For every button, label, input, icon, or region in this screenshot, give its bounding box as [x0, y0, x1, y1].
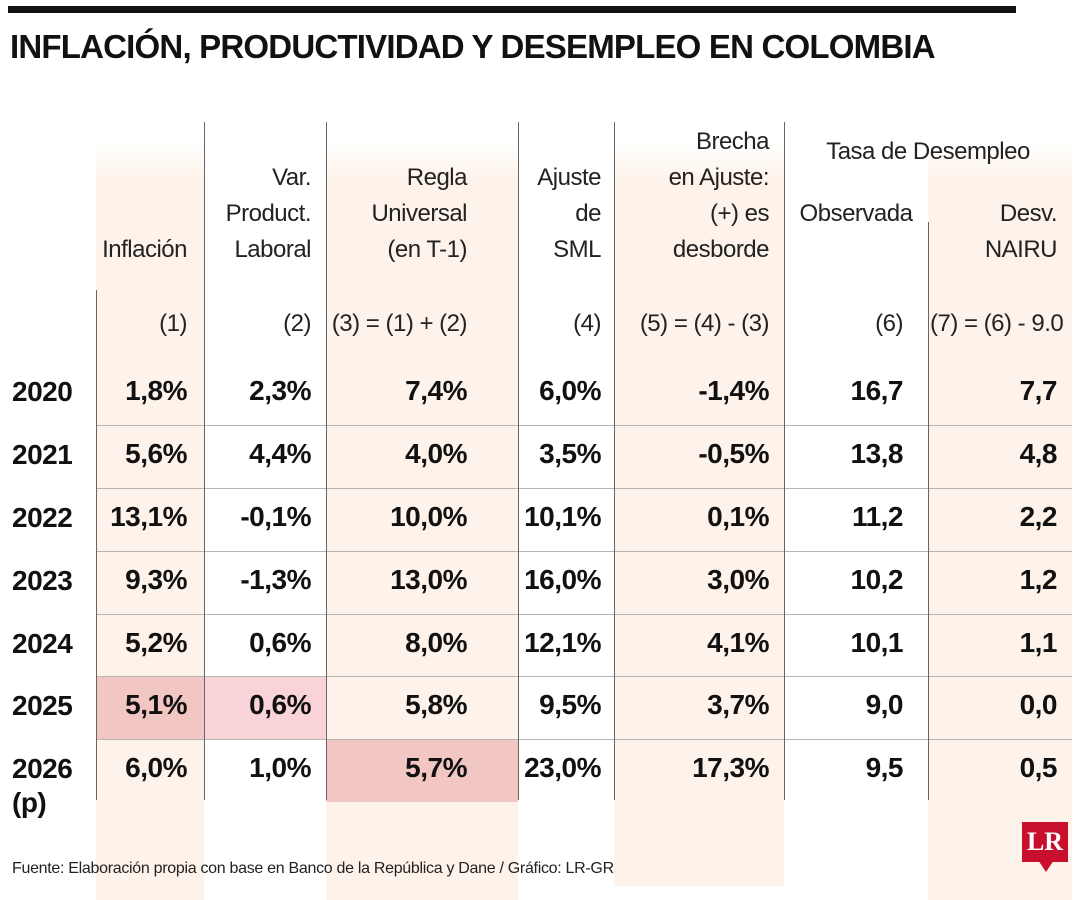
row-divider [96, 676, 1072, 677]
row-divider [96, 551, 1072, 552]
table-cell: -1,3% [240, 564, 311, 595]
row-divider [96, 614, 1072, 615]
row-year-label: 2026 (p) [12, 753, 73, 818]
row-divider [96, 739, 1072, 740]
column-divider [784, 122, 785, 800]
table-cell: 17,3% [692, 752, 769, 783]
table-cell: 4,0% [405, 438, 467, 469]
table-cell: 10,0% [390, 501, 467, 532]
table-cell: 4,4% [249, 438, 311, 469]
row-year-label: 2021 [12, 439, 73, 470]
row-year-label: 2022 [12, 502, 73, 533]
table-cell: 4,1% [707, 627, 769, 658]
column-divider [518, 122, 519, 800]
table-cell: 11,2 [852, 501, 903, 532]
table-cell: 10,2 [850, 564, 904, 595]
column-header-4: Ajuste de SML [537, 164, 601, 263]
table-cell: 0,6% [249, 689, 311, 720]
column-divider [326, 122, 327, 800]
column-header-7: Desv. NAIRU [984, 200, 1058, 263]
table-cell: 0,1% [707, 501, 769, 532]
column-divider [614, 122, 615, 800]
table-cell: 0,5 [1019, 752, 1058, 783]
table-cell: 1,2 [1019, 564, 1058, 595]
column-formula-6: (6) [875, 310, 903, 337]
table-cell: 16,7 [850, 375, 904, 406]
table-cell: 2,2 [1019, 501, 1058, 532]
table-cell: -0,5% [698, 438, 769, 469]
table-cell: 10,1 [850, 627, 904, 658]
table-cell: 13,1% [110, 501, 187, 532]
table-cell: 6,0% [539, 375, 601, 406]
row-year-label: 2025 [12, 690, 73, 721]
table-cell: 3,7% [707, 689, 769, 720]
column-divider [204, 122, 205, 800]
table-cell: 5,1% [125, 689, 187, 720]
highlight-cell [204, 677, 326, 739]
top-rule [8, 6, 1016, 13]
lr-logo: LR [1022, 822, 1068, 862]
row-year-label: 2020 [12, 376, 73, 407]
table-cell: 9,0 [865, 689, 904, 720]
table-cell: 3,5% [539, 438, 601, 469]
column-formula-4: (4) [573, 310, 601, 337]
column-header-1: Inflación [102, 236, 187, 263]
column-header-5: Brecha en Ajuste: (+) es desborde [668, 128, 770, 263]
column-formula-3: (3) = (1) + (2) [331, 310, 468, 337]
table-cell: 5,8% [405, 689, 467, 720]
table-cell: -0,1% [240, 501, 311, 532]
table-cell: 13,0% [390, 564, 467, 595]
column-formula-2: (2) [283, 310, 311, 337]
table-cell: 0,0 [1019, 689, 1058, 720]
table-cell: 8,0% [405, 627, 467, 658]
column-divider [928, 222, 929, 800]
table-cell: 13,8 [850, 438, 904, 469]
row-divider [96, 488, 1072, 489]
column-formula-5: (5) = (4) - (3) [639, 310, 770, 337]
table-cell: 9,5% [539, 689, 601, 720]
table-cell: 23,0% [524, 752, 601, 783]
column-shade-7 [928, 140, 1072, 900]
column-divider [96, 290, 97, 800]
table-cell: 6,0% [125, 752, 187, 783]
column-shade-5 [614, 140, 784, 886]
table-cell: 4,8 [1019, 438, 1058, 469]
table-cell: 2,3% [249, 375, 311, 406]
table-cell: 16,0% [524, 564, 601, 595]
table-cell: 1,8% [125, 375, 187, 406]
table-cell: -1,4% [698, 375, 769, 406]
table-cell: 7,4% [405, 375, 467, 406]
table-cell: 7,7 [1019, 375, 1058, 406]
column-header-6: Observada [799, 200, 913, 227]
row-year-label: 2024 [12, 628, 73, 659]
table-cell: 10,1% [524, 501, 601, 532]
table-cell: 1,1 [1019, 627, 1058, 658]
chart-title: INFLACIÓN, PRODUCTIVIDAD Y DESEMPLEO EN … [10, 28, 936, 65]
group-header-unemployment: Tasa de Desempleo [826, 138, 1030, 165]
table-cell: 5,7% [405, 752, 467, 783]
column-shade-1 [96, 140, 204, 900]
highlight-cell [96, 677, 204, 739]
table-cell: 5,2% [125, 627, 187, 658]
table-cell: 12,1% [524, 627, 601, 658]
table-cell: 0,6% [249, 627, 311, 658]
table-cell: 5,6% [125, 438, 187, 469]
column-header-3: Regla Universal (en T-1) [371, 164, 467, 263]
column-header-2: Var. Product. Laboral [225, 164, 312, 263]
row-year-label: 2023 [12, 565, 73, 596]
row-divider [96, 425, 1072, 426]
table-cell: 1,0% [249, 752, 311, 783]
table-cell: 9,5 [865, 752, 904, 783]
column-formula-1: (1) [159, 310, 187, 337]
table-cell: 3,0% [707, 564, 769, 595]
highlight-cell [326, 740, 518, 802]
table-cell: 9,3% [125, 564, 187, 595]
column-formula-7: (7) = (6) - 9.0 [930, 310, 1064, 337]
lr-logo-tail [1038, 860, 1054, 872]
source-note: Fuente: Elaboración propia con base en B… [12, 860, 614, 877]
